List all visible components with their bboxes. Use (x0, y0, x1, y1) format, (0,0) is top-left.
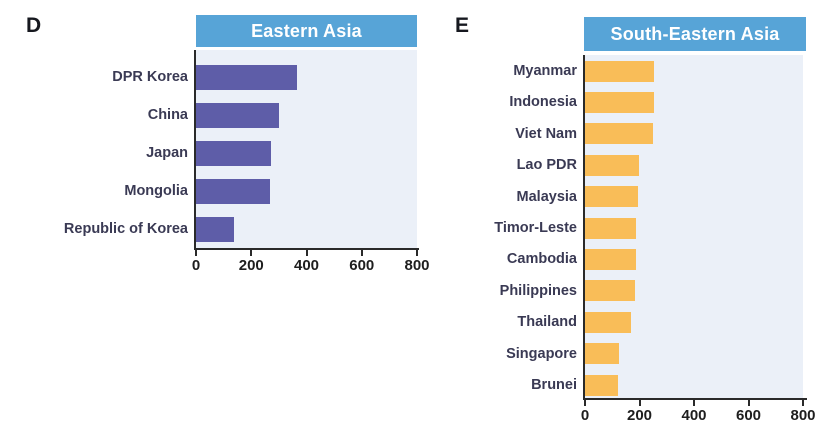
category-label: Philippines (499, 282, 577, 299)
bar (585, 374, 618, 396)
bar (585, 343, 620, 365)
x-axis-line (583, 398, 807, 400)
bar (585, 280, 636, 302)
x-axis-tick-label: 400 (293, 257, 320, 274)
panel-letter-e: E (455, 14, 470, 37)
x-axis-tick-label: 400 (681, 407, 707, 424)
bar (196, 216, 235, 242)
category-label: Mongolia (124, 183, 188, 199)
y-axis-line (583, 55, 585, 400)
panel-eastern-asia: D Eastern Asia DPR Korea China Japan Mongol… (26, 14, 430, 274)
category-label: Viet Nam (515, 125, 577, 142)
x-axis-tick (305, 250, 308, 256)
category-label: Singapore (506, 345, 577, 362)
y-axis-line (194, 50, 196, 250)
panel-title-eastern-asia: Eastern Asia (196, 15, 417, 47)
bar (196, 102, 279, 128)
bar (585, 60, 655, 82)
x-axis-tick-label: 600 (735, 407, 762, 424)
x-axis-tick-label: 0 (580, 407, 590, 424)
x-axis-tick (195, 250, 197, 256)
bar (585, 186, 639, 208)
panel-title-south-eastern-asia: South-Eastern Asia (584, 17, 806, 51)
x-axis-tick (416, 250, 418, 256)
bar (196, 64, 297, 90)
bar (585, 154, 639, 176)
category-label: Lao PDR (516, 157, 577, 174)
x-axis-tick-label: 800 (404, 257, 430, 274)
category-label: Myanmar (513, 63, 577, 79)
bar (585, 91, 654, 113)
x-axis-tick (250, 250, 253, 256)
x-axis-tick-label: 200 (626, 407, 653, 424)
category-label: Thailand (517, 314, 577, 331)
x-axis-tick (360, 250, 363, 256)
bar (196, 140, 271, 166)
bar (585, 248, 636, 270)
x-axis-tick (584, 400, 586, 406)
category-label: DPR Korea (112, 69, 188, 85)
x-axis-tick-label: 600 (349, 257, 375, 274)
category-label: China (147, 107, 188, 123)
x-axis-tick (693, 400, 695, 406)
x-axis-tick (638, 400, 641, 406)
category-label: Cambodia (506, 251, 577, 268)
bar (196, 178, 271, 204)
x-axis-line (194, 248, 419, 250)
bar (585, 123, 654, 145)
category-label: Japan (146, 145, 188, 161)
panel-letter-d: D (26, 14, 42, 37)
x-axis-tick (747, 400, 750, 406)
category-label: Malaysia (516, 188, 577, 205)
x-axis-tick-label: 800 (790, 407, 816, 424)
panel-south-eastern-asia: E South-Eastern Asia Myanmar Indonesia Vie… (431, 0, 831, 443)
x-axis-tick-label: 200 (238, 257, 264, 274)
category-label: Timor-Leste (494, 220, 577, 236)
category-label: Indonesia (509, 94, 577, 111)
x-axis-tick (802, 400, 804, 406)
bar (585, 217, 637, 239)
bar (585, 311, 631, 333)
x-axis-tick-label: 0 (191, 257, 201, 274)
category-label: Brunei (531, 377, 577, 393)
category-label: Republic of Korea (63, 221, 188, 237)
